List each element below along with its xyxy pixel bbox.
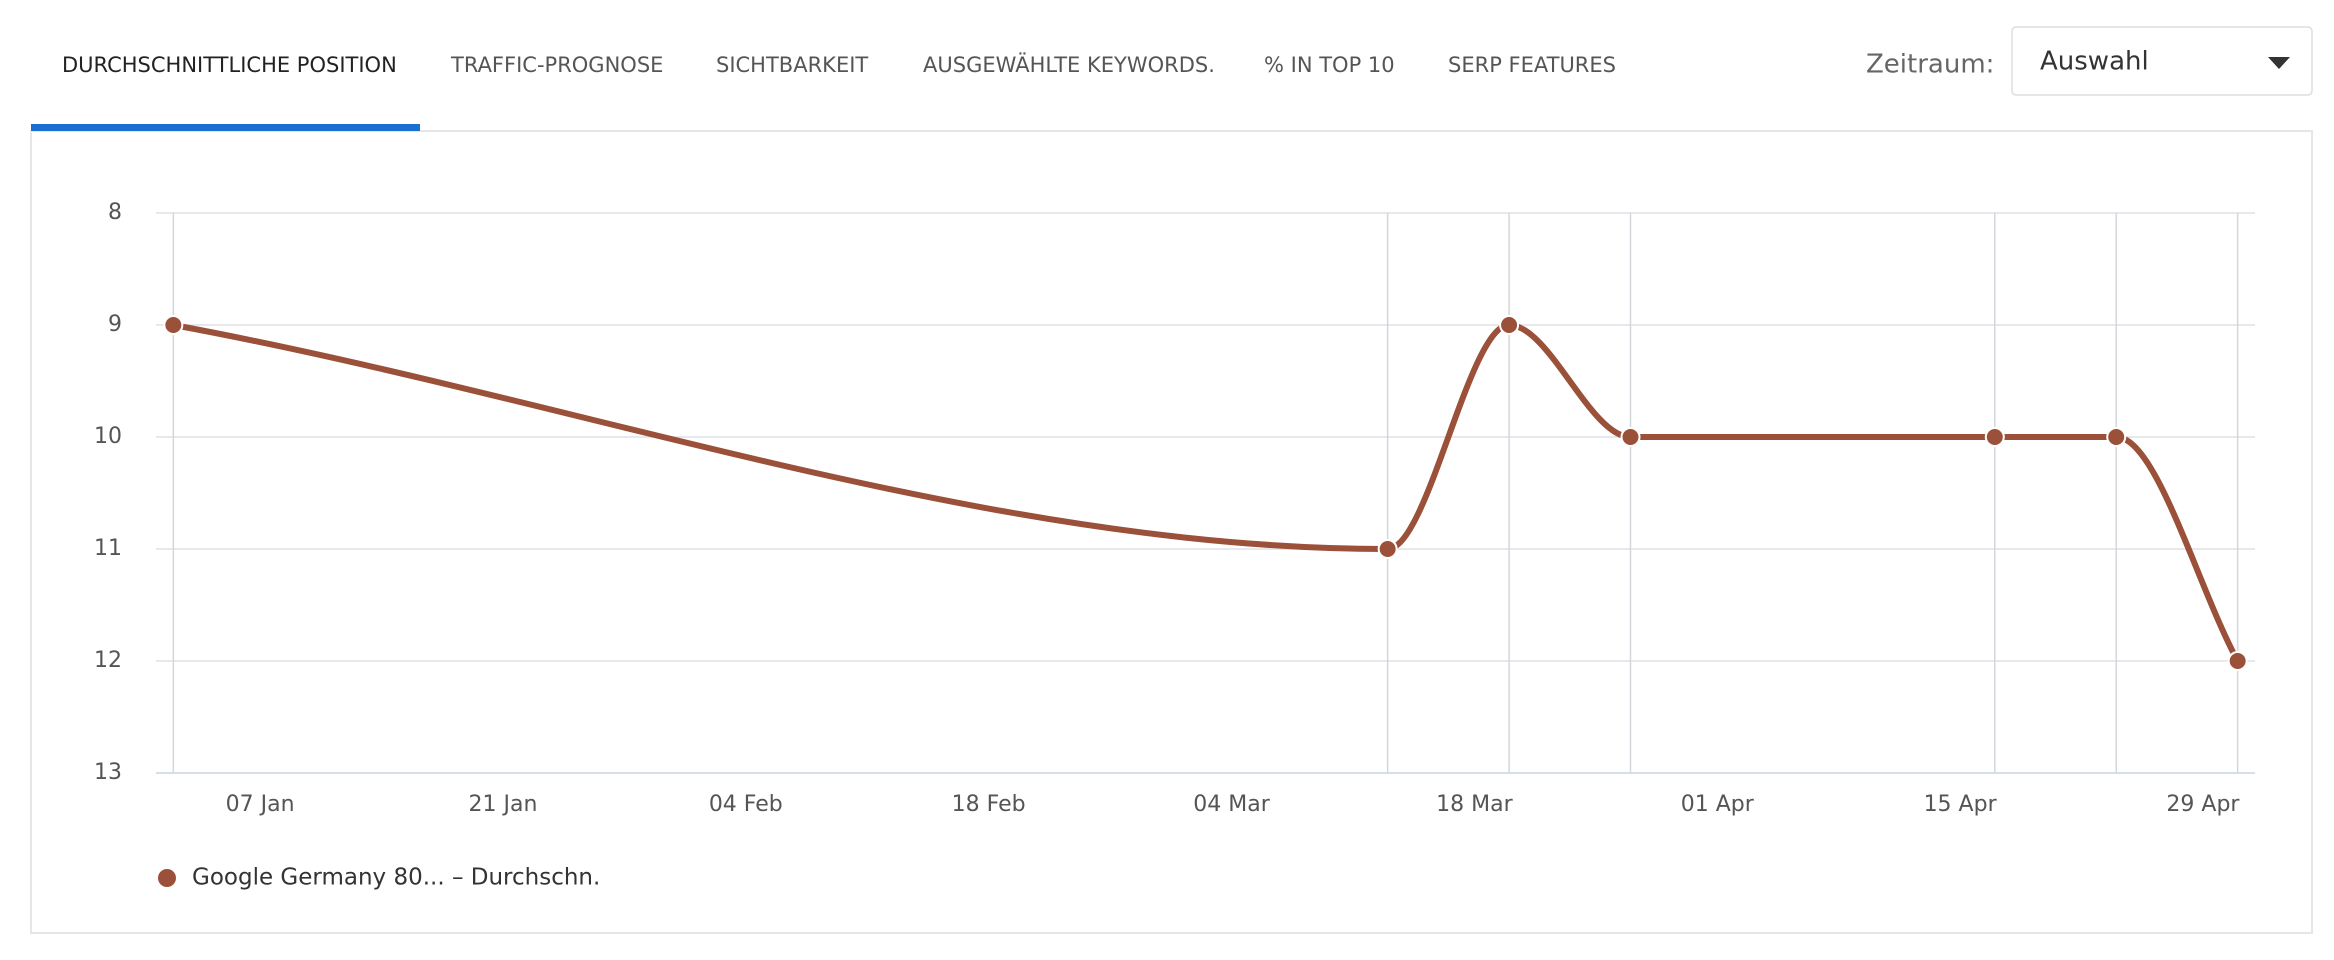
tabs: DURCHSCHNITTLICHE POSITION TRAFFIC-PROGNO… — [62, 52, 1616, 77]
period-dropdown[interactable] — [2011, 26, 2313, 96]
dropdown-arrow[interactable] — [2268, 57, 2290, 69]
tab[interactable]: SICHTBARKEIT — [716, 53, 868, 77]
x-tick-label: 07 Jan — [226, 792, 295, 817]
point[interactable] — [163, 315, 184, 335]
line — [172, 321, 2241, 663]
x-tick-label: 29 Apr — [2166, 792, 2240, 817]
panel — [30, 130, 2313, 934]
point[interactable] — [2227, 651, 2248, 671]
point[interactable] — [1620, 427, 1641, 447]
chart: 8 9 10 11 12 13 07 Jan 21 Jan 04 Feb 18 Feb 04 Mar… — [94, 200, 2255, 891]
point[interactable] — [1377, 539, 1398, 559]
tab[interactable]: DURCHSCHNITTLICHE POSITION — [62, 53, 397, 77]
x-tick-label: 15 Apr — [1924, 792, 1998, 817]
tab[interactable]: SERP FEATURES — [1448, 53, 1616, 77]
tab[interactable]: TRAFFIC-PROGNOSE — [450, 53, 663, 77]
period-label: Zeitraum: — [1866, 50, 1994, 80]
y-tick-label: 9 — [108, 312, 122, 337]
period-value[interactable]: Auswahl — [2040, 47, 2149, 77]
x-tick-label: 18 Mar — [1436, 792, 1513, 817]
point[interactable] — [2106, 427, 2127, 447]
active-tab-indicator — [31, 124, 420, 131]
point[interactable] — [1499, 315, 1520, 335]
x-tick-label: 04 Mar — [1193, 792, 1270, 817]
x-tick-label: 18 Feb — [952, 792, 1026, 817]
y-tick-label: 11 — [94, 536, 122, 561]
y-tick-label: 8 — [108, 200, 122, 225]
legend-label[interactable]: Google Germany 80... – Durchschn. — [192, 865, 600, 891]
x-tick-label: 21 Jan — [468, 792, 537, 817]
x-tick-label: 04 Feb — [709, 792, 783, 817]
legend-swatch[interactable] — [158, 869, 176, 887]
point[interactable] — [1984, 427, 2005, 447]
y-tick-label: 12 — [94, 648, 122, 673]
y-tick-label: 13 — [94, 760, 122, 785]
tab[interactable]: AUSGEWÄHLTE KEYWORDS. — [923, 52, 1215, 77]
x-tick-label: 01 Apr — [1681, 792, 1755, 817]
y-tick-label: 10 — [94, 424, 122, 449]
tab[interactable]: % IN TOP 10 — [1264, 53, 1395, 77]
